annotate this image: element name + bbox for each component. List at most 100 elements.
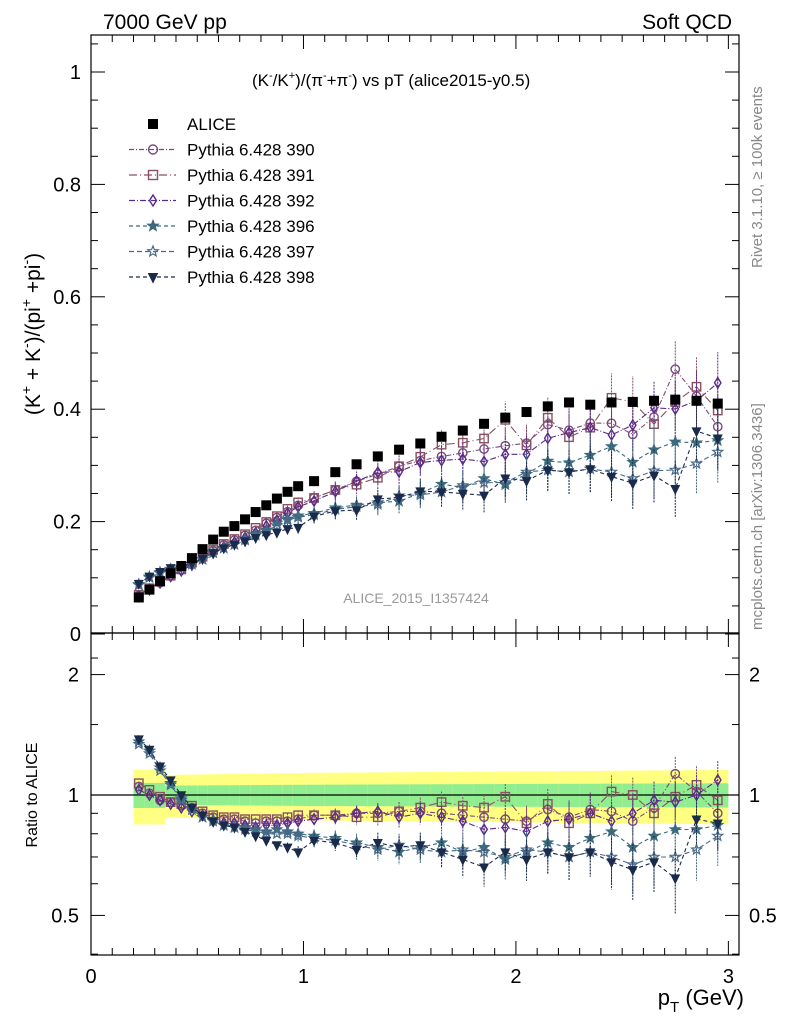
series-point (564, 468, 575, 479)
ratio-point (310, 812, 319, 826)
series-point (310, 494, 319, 508)
legend-marker-1 (147, 169, 159, 181)
series-point (668, 434, 682, 448)
data-point (564, 397, 575, 408)
x-axis-label: pT (GeV) (658, 985, 744, 1016)
data-point (521, 407, 532, 418)
ratio-point (164, 778, 178, 791)
ratio-point (712, 819, 723, 830)
ratio-point (415, 841, 426, 852)
series-point (565, 426, 574, 440)
ratio-point (197, 811, 208, 822)
ratio-point (134, 783, 143, 797)
series-point (218, 544, 229, 555)
ratio-point (521, 855, 532, 866)
ratio-point (294, 814, 303, 828)
series-point (351, 506, 362, 517)
ratio-point (543, 814, 552, 828)
legend-label-3: Pythia 6.428 396 (187, 217, 315, 236)
series-point (270, 518, 284, 532)
series-point (261, 531, 272, 542)
data-point (457, 425, 468, 436)
ratio-point (271, 841, 282, 852)
ratio-point (585, 848, 596, 859)
header-right: Soft QCD (642, 11, 732, 34)
ratio-point (142, 746, 157, 760)
ratio-point (229, 823, 240, 834)
ratio-point (291, 828, 305, 842)
series-point (479, 491, 490, 502)
ratio-point (501, 820, 510, 834)
series-point (395, 465, 404, 479)
data-point (394, 444, 405, 455)
ratio-y-axis-label: Ratio to ALICE (24, 743, 41, 848)
data-point (479, 418, 490, 429)
series-point (712, 434, 723, 445)
ratio-point (457, 855, 468, 866)
ratio-point (133, 778, 144, 789)
ratio-point (627, 866, 638, 877)
ratio-point (309, 836, 320, 847)
series-point (437, 453, 446, 467)
ratio-point (627, 790, 638, 800)
y-tick-label: 0 (70, 624, 81, 646)
legend-marker-data (148, 119, 158, 129)
ratio-point (166, 797, 175, 811)
ratio-point (282, 843, 293, 854)
mcplots-label: mcplots.cern.ch [arXiv:1306.3436] (749, 403, 766, 630)
data-point (208, 534, 219, 545)
ratio-point (519, 842, 534, 856)
ratio-point (293, 848, 304, 859)
x-tick-label: 1 (298, 966, 309, 988)
data-point (186, 553, 197, 564)
ratio-point (689, 842, 704, 856)
series-point (144, 572, 155, 583)
series-point (280, 513, 295, 526)
data-point (415, 438, 426, 449)
series-point (415, 451, 426, 462)
series-point (394, 493, 405, 504)
series-point (670, 485, 681, 496)
ratio-point (155, 791, 165, 802)
data-point (691, 395, 702, 406)
ratio-point (174, 793, 188, 806)
series-point (604, 439, 619, 453)
ratio-point (670, 874, 681, 885)
ratio-point (331, 810, 340, 824)
series-point (543, 431, 552, 445)
ratio-point (479, 802, 489, 813)
series-point (711, 445, 725, 458)
series-point (713, 376, 722, 390)
series-point (670, 364, 681, 375)
ratio-point (500, 791, 511, 802)
legend-label-1: Pythia 6.428 391 (187, 166, 315, 185)
series-point (416, 455, 425, 470)
series-point (627, 479, 638, 490)
legend-label-5: Pythia 6.428 398 (187, 268, 315, 287)
y-axis-label: (K+ + K-)/(pi+ +pi-) (18, 253, 45, 415)
data-point (500, 412, 511, 423)
series-point (373, 465, 382, 479)
ratio-point (132, 737, 146, 750)
ratio-tick-label-right: 2 (749, 665, 760, 687)
ratio-data-layer (91, 734, 739, 914)
data-point (229, 521, 240, 532)
y-tick-label: 0.2 (53, 512, 81, 534)
ratio-point (394, 843, 405, 854)
analysis-label: ALICE_2015_I1357424 (343, 590, 489, 606)
ratio-point (165, 776, 176, 787)
series-line-1 (138, 386, 719, 596)
ratio-point (373, 804, 382, 818)
ratio-frame (90, 632, 740, 956)
plot-title: (K-/K+)/(π-+π-) vs pT (alice2015-y0.5) (252, 70, 530, 90)
x-tick-label: 2 (510, 966, 521, 988)
ratio-point (479, 863, 490, 874)
series-point (436, 488, 447, 499)
series-point (606, 472, 617, 483)
ratio-point (280, 826, 295, 840)
series-point (649, 401, 659, 415)
series-point (500, 474, 511, 485)
series-point (291, 510, 305, 523)
ratio-point (144, 745, 155, 756)
legend: ALICE Pythia 6.428 390 Pythia 6.428 391 Pyt… (129, 115, 315, 287)
